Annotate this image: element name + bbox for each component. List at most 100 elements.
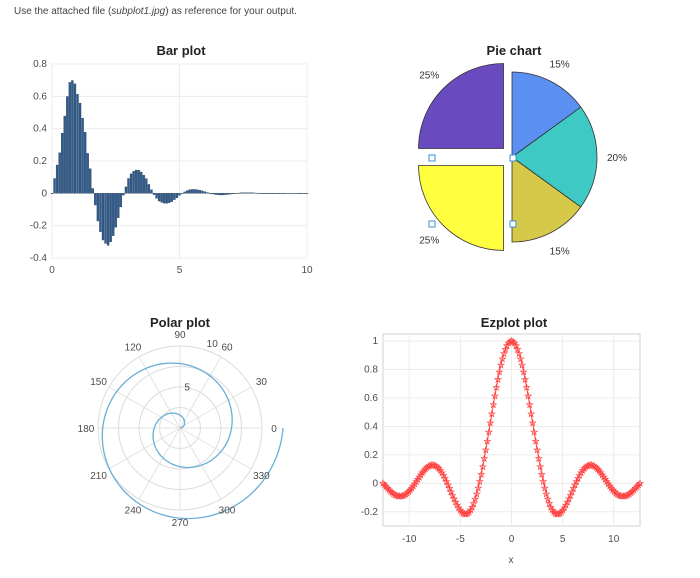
- star-marker: [407, 483, 416, 492]
- bar-plot-title: Bar plot: [156, 43, 206, 58]
- star-marker: [450, 494, 459, 503]
- bar: [188, 189, 191, 194]
- bar: [244, 192, 247, 194]
- star-marker: [381, 482, 391, 491]
- star-marker: [498, 354, 507, 363]
- star-marker: [515, 349, 524, 358]
- pie-slice-label: 25%: [419, 236, 439, 247]
- star-marker: [471, 494, 480, 503]
- star-marker: [487, 409, 496, 418]
- star-marker: [501, 345, 510, 353]
- star-marker: [445, 484, 454, 492]
- star-marker: [632, 482, 642, 491]
- star-marker: [490, 391, 499, 400]
- star-marker: [629, 485, 638, 494]
- bar: [160, 193, 163, 203]
- bar-plot-y-tick: 0.4: [33, 124, 47, 135]
- bar: [165, 193, 168, 204]
- bar: [106, 193, 110, 246]
- star-marker: [577, 468, 586, 477]
- ezplot-panel: Ezplot plot 10.80.60.40.20-0.2-10 -5 0 5 10 …: [361, 315, 645, 566]
- bar: [216, 193, 219, 195]
- bar-plot-y-tick: -0.4: [30, 253, 48, 264]
- bar: [224, 193, 227, 195]
- polar-plot-panel: Polar plot 0 30 60 90 120 150 180 210 240 270 300 3…: [78, 315, 284, 529]
- pie-chart-labels: 25% 25% 15% 20% 15%: [419, 59, 627, 257]
- bar: [127, 178, 130, 194]
- bar: [203, 191, 207, 194]
- star-marker: [472, 489, 481, 498]
- bar: [91, 188, 94, 194]
- polar-grid-spoke: [108, 386, 181, 429]
- pie-chart-panel: Pie chart 25% 25% 15% 20% 15%: [418, 43, 627, 258]
- bar-plot-x-tick: 10: [301, 265, 313, 276]
- star-marker: [492, 383, 501, 392]
- polar-angle-tick: 90: [174, 330, 186, 341]
- polar-angle-tick: 270: [172, 518, 189, 529]
- star-marker: [528, 418, 537, 427]
- bar: [249, 192, 253, 194]
- bar: [185, 190, 189, 194]
- bar-plot-y-tick: 0.6: [33, 91, 47, 102]
- star-marker: [380, 480, 389, 489]
- polar-plot-title: Polar plot: [150, 315, 211, 330]
- ezplot-y-tick: 0: [372, 478, 378, 489]
- ezplot-x-tick: 0: [509, 534, 515, 545]
- bar: [211, 193, 214, 195]
- instruction-suffix: ) as reference for your output.: [165, 6, 297, 17]
- bar: [71, 80, 74, 194]
- ezplot-markers: [378, 336, 645, 518]
- star-marker: [409, 481, 418, 490]
- pie-slice: [511, 106, 598, 208]
- star-marker: [413, 475, 422, 483]
- bar: [226, 193, 230, 195]
- bar: [117, 193, 120, 218]
- bar: [145, 178, 148, 194]
- polar-plot-spiral: [101, 362, 284, 520]
- star-marker: [486, 418, 495, 427]
- bar: [229, 193, 232, 195]
- star-marker: [595, 466, 604, 475]
- bar-plot-y-tick: 0.8: [33, 59, 47, 70]
- star-marker: [518, 360, 527, 369]
- polar-angle-tick: 0: [271, 424, 277, 435]
- bar: [122, 193, 125, 196]
- bar: [196, 189, 199, 194]
- pie-chart-title: Pie chart: [487, 43, 543, 58]
- bar: [58, 152, 61, 194]
- bar: [150, 189, 153, 194]
- ezplot-x-tick: 10: [608, 534, 620, 545]
- bar: [147, 184, 151, 194]
- star-marker: [484, 427, 493, 436]
- pie-slice-label: 25%: [419, 70, 439, 81]
- polar-grid-spoke: [138, 427, 181, 500]
- star-marker: [530, 427, 539, 436]
- star-marker: [578, 466, 587, 475]
- bar: [83, 132, 87, 194]
- ezplot-y-tick: 0.4: [364, 421, 378, 432]
- pie-slice: [511, 71, 582, 158]
- ezplot-title: Ezplot plot: [481, 315, 548, 330]
- bar: [104, 193, 107, 244]
- ezplot-y-tick: 0.2: [364, 450, 378, 461]
- polar-angle-tick: 120: [125, 343, 142, 354]
- star-marker: [525, 400, 534, 409]
- bar-plot-x-tick: 0: [49, 265, 55, 276]
- pie-slice: [418, 63, 504, 149]
- star-marker: [465, 507, 474, 516]
- bar: [53, 178, 56, 194]
- star-marker: [546, 503, 555, 511]
- star-marker: [416, 470, 425, 479]
- pie-slice-label: 20%: [607, 153, 627, 164]
- bar: [129, 173, 133, 194]
- star-marker: [443, 480, 453, 489]
- bar: [155, 193, 158, 199]
- bar: [152, 193, 156, 195]
- star-marker: [418, 468, 427, 477]
- star-marker: [607, 483, 616, 492]
- bar: [86, 153, 89, 194]
- selection-handle: [509, 220, 517, 228]
- bar: [242, 192, 245, 194]
- star-marker: [489, 400, 498, 409]
